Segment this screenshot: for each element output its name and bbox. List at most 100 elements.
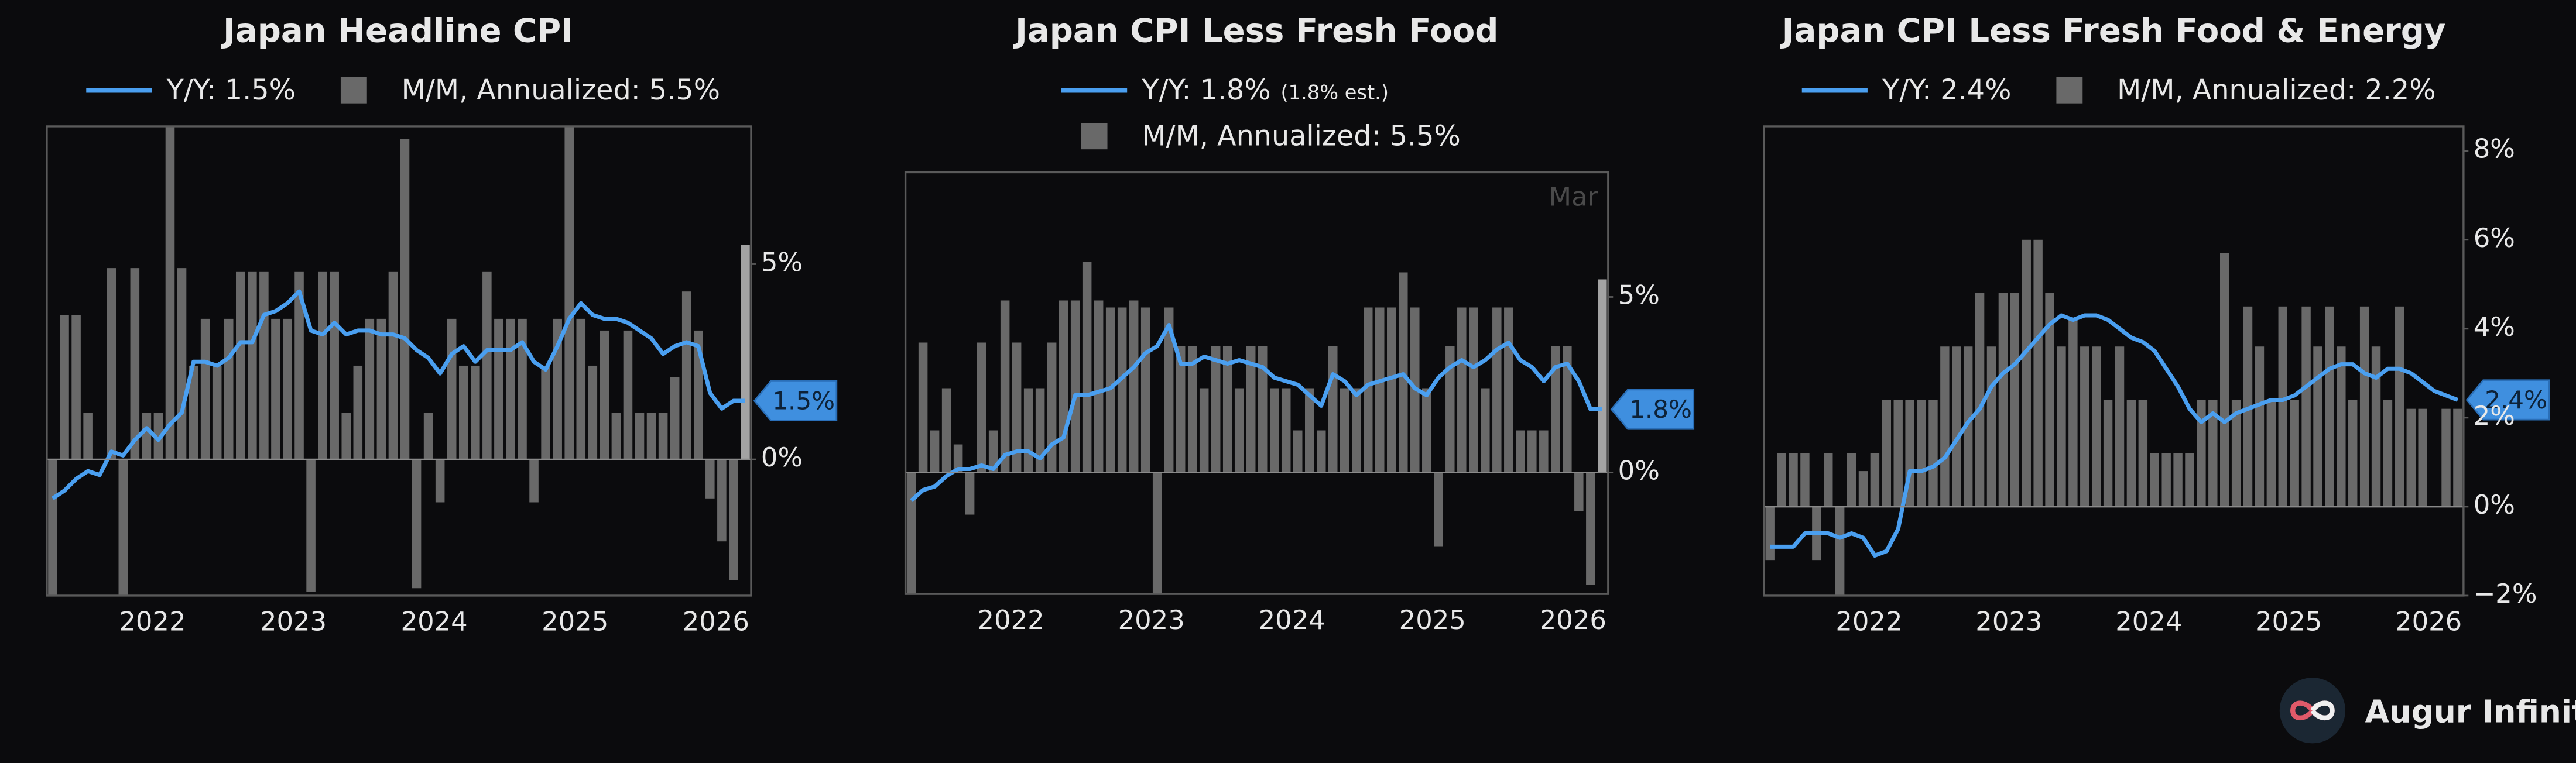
x-tick-label: 2026 [2395,606,2462,637]
bar [1847,453,1856,507]
bar [2359,306,2369,507]
bar [1777,453,1786,507]
bar [1952,346,1961,507]
bar [2022,239,2031,507]
bar [1387,307,1396,473]
bar [1539,430,1549,473]
bar [681,291,691,460]
bar [2406,408,2416,507]
bar [2197,400,2206,507]
bar [1434,472,1443,547]
legend-note: (1.8% est.) [1280,81,1389,104]
bar [60,315,69,460]
bar [2080,346,2089,507]
bar [2173,453,2183,507]
plot-frame [1763,125,2465,597]
bar [2441,408,2451,507]
bar [1998,293,2008,507]
bar [1445,346,1455,473]
bar [1858,471,1868,507]
bar [2371,346,2381,507]
panel-title: Japan Headline CPI [221,12,573,50]
bar [423,413,433,460]
bar [2266,400,2276,507]
bar [588,365,598,460]
bar [2290,400,2299,507]
end-label-box [753,380,838,422]
bar [2185,453,2194,507]
bar [2115,346,2125,507]
bar [376,318,386,460]
bar [224,318,234,460]
bar [2091,346,2101,507]
bar [1012,342,1022,473]
legend-label: Y/Y: 1.5% [166,74,296,106]
end-label-box [1610,389,1695,430]
bar [576,318,586,460]
bar [741,245,750,460]
bar [107,268,117,460]
bar [1199,388,1209,473]
bar [365,318,375,460]
bar [2453,408,2462,507]
y-tick-label: −2% [2474,578,2537,609]
y-tick-label: 0% [2474,489,2515,520]
bar [1835,506,1845,596]
bar [283,318,292,460]
bar [412,459,422,589]
panel-title: Japan CPI Less Fresh Food & Energy [1780,12,2446,50]
bar [1047,342,1057,473]
bar [1000,300,1010,473]
brand-name: Augur Infinity [2365,694,2576,730]
y-tick-label: 5% [1618,279,1660,310]
end-label-box [2465,379,2550,421]
bar [1975,293,1985,507]
bar [1789,453,1798,507]
bar [1281,388,1291,473]
bar [353,365,363,460]
bar [2255,346,2265,507]
bar [2383,400,2393,507]
end-label: 1.8% [1629,395,1692,424]
x-tick-label: 2022 [978,604,1044,635]
bar [2395,306,2404,507]
bar [435,459,445,503]
bar [200,318,210,460]
bar [458,365,468,460]
bar [729,459,738,580]
bar [248,271,257,460]
bar [1140,307,1150,473]
bar [236,271,245,460]
bar [212,365,222,460]
bar [529,459,539,503]
bar [977,342,986,473]
bar [482,271,492,460]
bar [2150,453,2159,507]
bar [2348,400,2358,507]
legend-label: Y/Y: 2.4% [1882,74,2011,106]
plot-frame [904,171,1609,595]
bar [271,318,280,460]
panel: Japan CPI Less Fresh Food M/M, Annualized… [904,12,1695,635]
bar [1234,388,1244,473]
y-tick-label: 5% [761,246,803,277]
bar [1457,307,1467,473]
bar [2068,319,2078,507]
plot-area [1765,239,2462,596]
bar [1824,453,1833,507]
bar [1211,346,1221,473]
bar [1035,388,1045,473]
x-tick-label: 2026 [683,606,749,637]
bar [1023,388,1033,473]
bar [1222,346,1232,473]
bar [623,330,633,460]
bar [153,413,163,460]
bar [330,271,339,460]
x-tick-label: 2022 [119,606,186,637]
bar [1246,346,1256,473]
bar [177,268,187,460]
bar [1882,400,1892,507]
bar [1316,430,1326,473]
bar [717,459,727,542]
bar [941,388,951,473]
